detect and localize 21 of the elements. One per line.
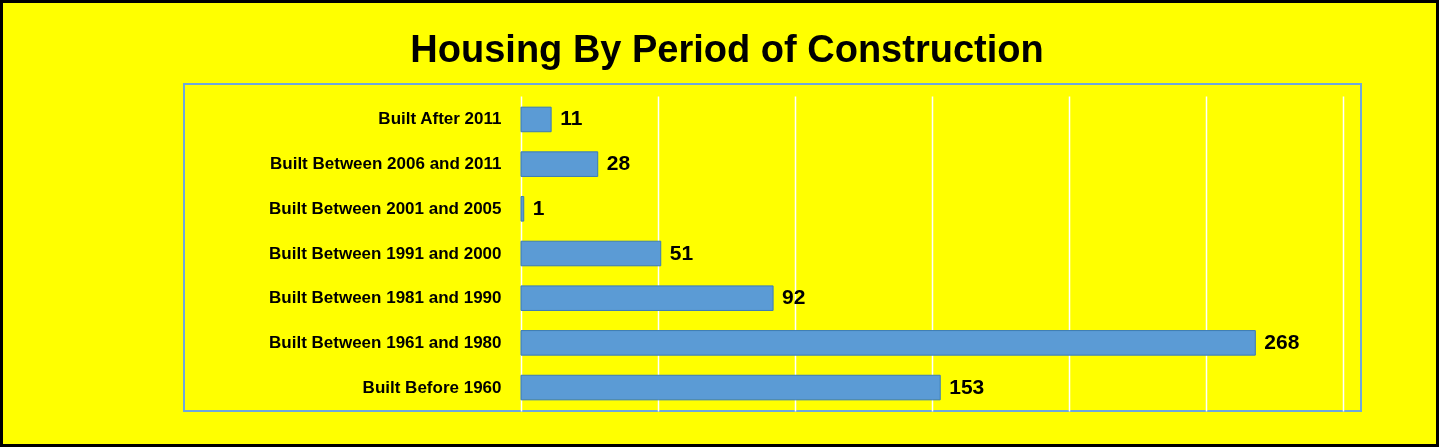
y-tick-label: Built Between 2001 and 2005 xyxy=(269,198,502,218)
bar xyxy=(520,240,662,267)
data-label: 28 xyxy=(606,151,631,175)
y-tick-label: Built Between 2006 and 2011 xyxy=(270,154,502,174)
bar xyxy=(520,330,1256,356)
chart-title: Housing By Period of Construction xyxy=(410,28,1044,70)
y-tick-label: Built Between 1981 and 1990 xyxy=(269,288,502,308)
bar xyxy=(520,196,525,222)
data-label: 153 xyxy=(949,374,985,398)
y-tick-label: Built Between 1961 and 1980 xyxy=(269,332,502,352)
bar xyxy=(520,374,941,401)
bar xyxy=(520,285,774,311)
bar xyxy=(520,151,599,177)
data-label: 11 xyxy=(560,106,583,130)
data-label: 268 xyxy=(1264,329,1300,353)
data-label: 51 xyxy=(669,240,694,264)
y-tick-label: Built Before 1960 xyxy=(362,377,502,397)
y-tick-label: Built After 2011 xyxy=(378,109,502,129)
y-tick-label: Built Between 1991 and 2000 xyxy=(269,243,502,263)
bar xyxy=(520,106,552,133)
data-label: 1 xyxy=(532,195,545,219)
